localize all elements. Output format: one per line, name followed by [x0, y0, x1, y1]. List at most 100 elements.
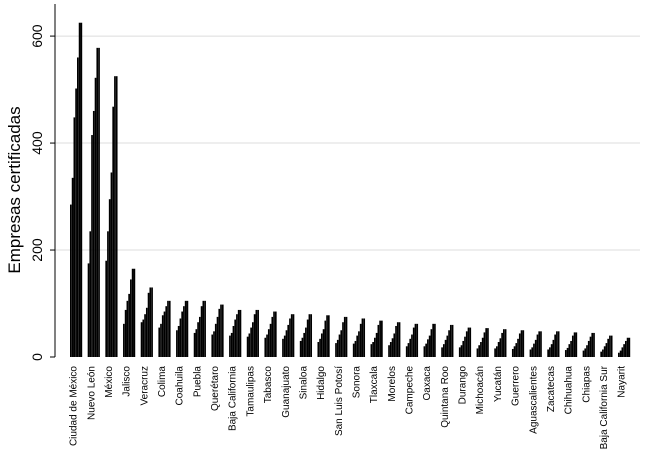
- bar: [570, 340, 572, 357]
- bar: [289, 318, 291, 357]
- bar: [234, 319, 237, 357]
- bar: [593, 332, 595, 357]
- bar: [460, 345, 463, 357]
- bar: [444, 339, 447, 357]
- bar: [552, 339, 555, 357]
- bar: [511, 348, 514, 357]
- bar: [336, 339, 339, 357]
- bar: [589, 336, 592, 357]
- axis-layer: 0 200 400 600 Ciudad de México Nuevo León Méxi…: [29, 4, 628, 449]
- category-label: Campeche: [405, 366, 416, 415]
- bar: [267, 329, 270, 357]
- bar: [160, 323, 162, 357]
- bar: [271, 316, 274, 357]
- bar: [556, 331, 558, 357]
- bar: [554, 334, 556, 357]
- bar: [322, 329, 325, 357]
- bar: [432, 323, 434, 357]
- bar: [607, 338, 610, 357]
- bar: [229, 335, 231, 357]
- bar: [128, 293, 130, 357]
- bar: [412, 327, 415, 357]
- bar: [130, 279, 132, 357]
- bar: [151, 287, 153, 357]
- category-label: Nayarit: [617, 366, 628, 398]
- bar: [478, 345, 481, 357]
- bar: [214, 323, 217, 357]
- bar: [393, 333, 396, 357]
- bar: [345, 316, 348, 357]
- bar: [239, 309, 242, 357]
- y-tick-label: 200: [29, 238, 45, 262]
- y-axis-title: Empresas certificadas: [5, 106, 24, 273]
- bar: [352, 343, 355, 357]
- bar: [476, 348, 479, 357]
- category-label: Veracruz: [139, 366, 150, 405]
- bar: [124, 309, 127, 357]
- bar: [609, 335, 611, 357]
- bar: [618, 352, 620, 357]
- bar: [87, 263, 90, 357]
- bar: [282, 338, 284, 357]
- bar: [320, 333, 323, 357]
- category-label: Guerrero: [511, 366, 522, 406]
- bar: [193, 332, 196, 357]
- bar: [610, 335, 613, 357]
- bar: [250, 327, 252, 357]
- bar: [568, 344, 571, 357]
- bar: [92, 110, 95, 357]
- bar: [575, 332, 578, 357]
- bar: [140, 322, 143, 357]
- bar: [571, 335, 574, 357]
- bar: [354, 340, 357, 357]
- bar: [603, 346, 606, 357]
- bar: [536, 334, 539, 357]
- bar: [359, 323, 362, 357]
- bar: [513, 346, 516, 357]
- bar: [269, 323, 272, 357]
- bar: [115, 76, 118, 357]
- bar: [301, 337, 304, 357]
- bar: [80, 22, 83, 357]
- grid-layer: [55, 35, 640, 251]
- bar: [213, 331, 215, 357]
- bar: [246, 336, 249, 357]
- bar: [464, 336, 466, 357]
- bar: [77, 57, 79, 357]
- y-tick-label: 400: [29, 131, 45, 155]
- category-label: Jalisco: [122, 366, 133, 397]
- bar: [469, 327, 472, 357]
- bar: [391, 338, 394, 357]
- bar: [441, 347, 443, 357]
- bar: [142, 319, 145, 357]
- bar: [465, 331, 468, 357]
- category-label: Ciudad de México: [69, 366, 80, 446]
- bar: [434, 323, 436, 357]
- bar: [566, 347, 569, 357]
- bar: [372, 342, 374, 357]
- bar: [587, 340, 590, 357]
- bar: [285, 330, 288, 357]
- bar: [405, 346, 408, 357]
- bar: [163, 311, 166, 357]
- bar: [248, 333, 251, 357]
- bar: [274, 311, 277, 357]
- bar: [211, 334, 214, 357]
- bar: [343, 316, 346, 357]
- bar: [144, 314, 146, 357]
- bar: [370, 344, 373, 357]
- bar: [591, 332, 594, 357]
- bar: [584, 348, 587, 357]
- bar: [306, 319, 309, 357]
- bar: [257, 309, 259, 357]
- category-label: Coahuila: [175, 366, 186, 406]
- category-label: México: [104, 366, 115, 398]
- bar: [375, 332, 378, 357]
- bar: [395, 325, 397, 357]
- bar: [501, 332, 503, 357]
- bar: [481, 337, 484, 357]
- bar: [497, 342, 500, 357]
- category-label: Baja California Sur: [599, 365, 610, 449]
- y-tick-label: 0: [29, 353, 45, 361]
